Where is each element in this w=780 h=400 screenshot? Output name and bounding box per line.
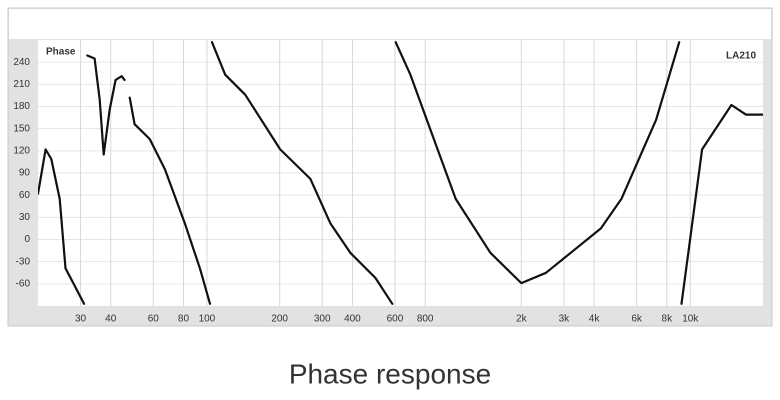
x-tick-label: 30 (75, 314, 87, 325)
y-tick-label: 120 (13, 145, 30, 156)
x-tick-label: 80 (178, 314, 190, 325)
x-tick-label: 100 (199, 314, 216, 325)
y-tick-label: 90 (19, 168, 31, 179)
y-tick-label: 0 (24, 234, 30, 245)
phase-line (38, 41, 763, 305)
y-tick-label: 150 (13, 123, 30, 134)
y-tick-label: 180 (13, 101, 30, 112)
x-tick-label: 60 (148, 314, 160, 325)
x-tick-label: 40 (105, 314, 117, 325)
y-tick-label: -60 (16, 278, 31, 289)
caption: Phase response (289, 358, 491, 389)
x-tick-label: 800 (417, 314, 434, 325)
y-tick-label: 210 (13, 79, 30, 90)
x-tick-label: 6k (631, 314, 643, 325)
y-tick-label: 30 (19, 212, 31, 223)
x-tick-label: 2k (516, 314, 528, 325)
marks (38, 41, 763, 305)
x-tick-label: 400 (344, 314, 361, 325)
x-tick-label: 600 (387, 314, 404, 325)
y-tick-label: 60 (19, 190, 31, 201)
grid (38, 40, 763, 306)
x-tick-label: 10k (682, 314, 699, 325)
x-tick-label: 3k (559, 314, 571, 325)
x-tick-label: 4k (589, 314, 601, 325)
labels: -60 -30 0 30 60 90 120 150 180 210 240 30 40 60 80 100 2… (13, 57, 699, 325)
y-tick-label: -30 (16, 256, 31, 267)
y-tick-label: 240 (13, 57, 30, 68)
model-label: LA210 (726, 51, 756, 62)
x-tick-label: 200 (271, 314, 288, 325)
header-strip (9, 9, 771, 39)
x-tick-label: 300 (314, 314, 331, 325)
series-label: Phase (46, 47, 76, 58)
x-tick-label: 8k (662, 314, 674, 325)
